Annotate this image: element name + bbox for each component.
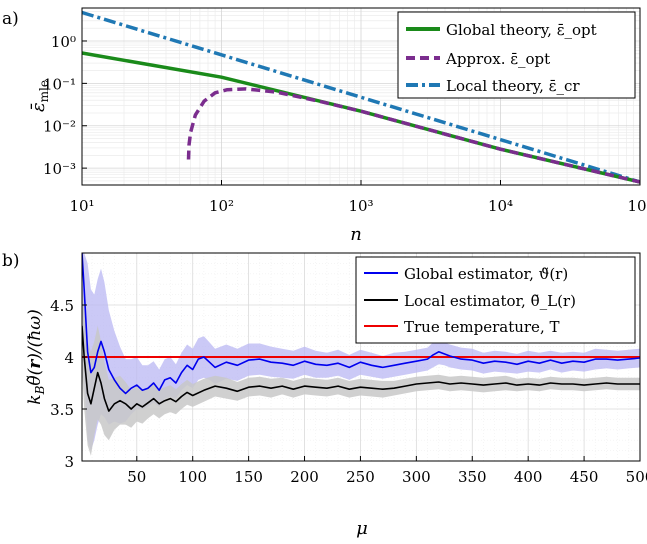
panel-a-tick-label-y: 10⁻³ [43, 160, 76, 178]
panel-b-tick-label-y: 4 [64, 349, 74, 367]
panel-b-legend: Global estimator, ϑ̃(r) Local estimator,… [355, 256, 636, 344]
panel-b-tick-label-x: 450 [570, 468, 599, 486]
panel-b-tick-label-y: 3.5 [50, 401, 74, 419]
panel-a-tick-label-x: 10³ [348, 197, 373, 215]
panel-a-series [81, 10, 641, 184]
panel-a-tick-label-x: 10⁵ [627, 197, 647, 215]
panel-b-ticks: 50 100 150 200 250 300 350 400 450 500 3 3.5 4 4.5 [50, 297, 647, 486]
panel-a: 10¹ 10² 10³ 10⁴ 10⁵ 10⁻³ 10⁻² 10⁻¹ 10⁰ a) n ε̄ml… [2, 7, 647, 245]
panel-a-ylabel: ε̄mle [28, 80, 51, 112]
legend-a-label-approx: Approx. ε̄_opt [445, 50, 550, 68]
panel-a-series-approx [186, 87, 641, 184]
legend-b-label-global: Global estimator, ϑ̃(r) [404, 265, 568, 283]
panel-b-band-global [82, 253, 640, 451]
panel-b-tick-label-x: 150 [234, 468, 263, 486]
panel-b-series-global [82, 253, 640, 395]
panel-a-tick-label-x: 10¹ [69, 197, 94, 215]
panel-a-legend: Global theory, ε̄_opt Approx. ε̄_opt Loc… [397, 11, 636, 99]
panel-b-xlabel: μ [356, 518, 368, 539]
legend-b-label-true: True temperature, T [404, 318, 559, 336]
panel-a-tick-label-x: 10² [209, 197, 234, 215]
panel-a-xlabel: n [350, 224, 362, 245]
panel-b-tick-label-x: 400 [514, 468, 543, 486]
panel-b-legend-box [355, 256, 636, 344]
legend-a-label-global: Global theory, ε̄_opt [446, 21, 597, 39]
panel-a-tick-label-y: 10⁻¹ [43, 75, 76, 93]
panel-b-tick-label-x: 200 [290, 468, 319, 486]
legend-a-label-local: Local theory, ε̄_cr [446, 77, 580, 95]
panel-a-tick-label-y: 10⁰ [51, 33, 76, 51]
panel-b-tick-label-x: 300 [402, 468, 431, 486]
panel-b-series-clip [82, 253, 640, 456]
panel-b-label: b) [2, 251, 20, 271]
panel-a-ticks: 10¹ 10² 10³ 10⁴ 10⁵ 10⁻³ 10⁻² 10⁻¹ 10⁰ [43, 33, 647, 215]
panel-b-tick-label-x: 100 [178, 468, 207, 486]
legend-b-label-local: Local estimator, θ̃_L(r) [404, 292, 576, 310]
panel-b-series-local [82, 325, 640, 412]
panel-b-tick-label-y: 3 [64, 453, 74, 471]
panel-a-tick-label-x: 10⁴ [488, 197, 513, 215]
panel-b-tick-label-y: 4.5 [50, 297, 74, 315]
panel-b-tick-label-x: 500 [626, 468, 647, 486]
panel-b: 50 100 150 200 250 300 350 400 450 500 3 3.5 4 4.5 b)… [2, 251, 647, 539]
panel-b-ylabel: kBθ̃(r)/(ħω) [25, 309, 47, 404]
panel-a-tick-label-y: 10⁻² [43, 118, 76, 136]
panel-a-series-local-theory [81, 10, 641, 184]
panel-b-tick-label-x: 50 [127, 468, 146, 486]
panel-a-label: a) [2, 9, 19, 29]
panel-b-tick-label-x: 350 [458, 468, 487, 486]
panel-b-tick-label-x: 250 [346, 468, 375, 486]
panel-a-grid [81, 8, 641, 185]
panel-b-series [82, 253, 640, 456]
